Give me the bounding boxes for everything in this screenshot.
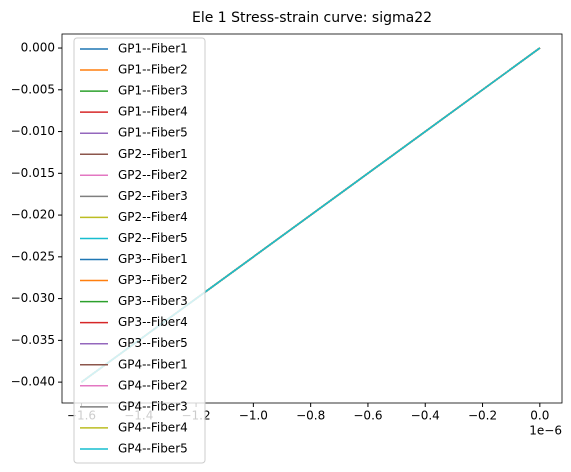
legend-box [73, 37, 206, 464]
legend-label: GP2--Fiber4 [118, 210, 188, 224]
y-tick-label: 0.000 [21, 41, 55, 55]
legend-label: GP3--Fiber2 [118, 273, 188, 287]
plot-frame [61, 33, 563, 404]
legend-label: GP3--Fiber5 [118, 336, 188, 350]
y-tick-label: −0.010 [11, 124, 55, 138]
legend-label: GP4--Fiber4 [118, 420, 188, 434]
x-tick-label: −0.4 [411, 409, 440, 423]
legend-label: GP4--Fiber3 [118, 399, 188, 413]
legend-label: GP3--Fiber4 [118, 315, 188, 329]
legend-label: GP2--Fiber5 [118, 231, 188, 245]
legend-label: GP4--Fiber5 [118, 441, 188, 455]
y-tick-label: −0.025 [11, 249, 55, 263]
x-tick-label: −0.8 [296, 409, 325, 423]
x-tick-label: −0.2 [468, 409, 497, 423]
legend-label: GP2--Fiber3 [118, 189, 188, 203]
y-tick-label: −0.005 [11, 82, 55, 96]
y-tick-label: −0.040 [11, 375, 55, 389]
legend-label: GP2--Fiber2 [118, 168, 188, 182]
legend-label: GP4--Fiber1 [118, 357, 188, 371]
legend-label: GP1--Fiber2 [118, 63, 188, 77]
x-tick-label: −0.6 [353, 409, 382, 423]
y-tick-label: −0.020 [11, 208, 55, 222]
y-tick-label: −0.030 [11, 291, 55, 305]
x-offset-label: 1e−6 [529, 424, 562, 438]
legend-label: GP2--Fiber1 [118, 147, 188, 161]
legend-label: GP1--Fiber5 [118, 126, 188, 140]
chart-title: Ele 1 Stress-strain curve: sigma22 [192, 10, 432, 26]
y-tick-label: −0.035 [11, 333, 55, 347]
y-tick-label: −0.015 [11, 166, 55, 180]
legend-label: GP3--Fiber1 [118, 252, 188, 266]
legend-label: GP1--Fiber4 [118, 105, 188, 119]
x-tick-label: 0.0 [530, 409, 549, 423]
legend-label: GP1--Fiber1 [118, 42, 188, 56]
legend-label: GP4--Fiber2 [118, 378, 188, 392]
x-tick-label: −1.0 [239, 409, 268, 423]
legend-label: GP1--Fiber3 [118, 84, 188, 98]
legend-label: GP3--Fiber3 [118, 294, 188, 308]
